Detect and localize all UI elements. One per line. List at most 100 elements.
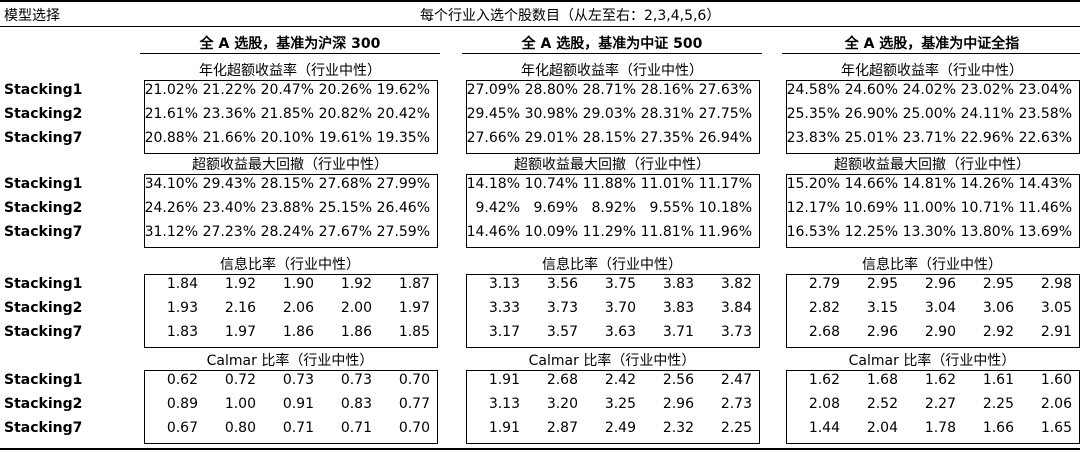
row-label: Stacking7 <box>4 130 83 146</box>
value-cell: 1.84 <box>166 276 198 292</box>
value-cell: 3.25 <box>604 396 636 412</box>
header-rule <box>0 26 1080 27</box>
value-cell: 20.88% <box>144 130 198 146</box>
section-title: 超额收益最大回撤（行业中性） <box>514 157 710 173</box>
value-cell: 1.65 <box>1040 420 1072 436</box>
row-label: Stacking7 <box>4 224 83 240</box>
value-cell: 23.88% <box>260 200 314 216</box>
value-cell: 3.33 <box>488 300 520 316</box>
value-cell: 11.88% <box>582 176 636 192</box>
value-cell: 2.49 <box>604 420 636 436</box>
value-cell: 0.70 <box>398 420 430 436</box>
value-cell: 23.83% <box>786 130 840 146</box>
row-label: Stacking2 <box>4 106 83 122</box>
value-cell: 27.09% <box>466 82 520 98</box>
value-cell: 25.35% <box>786 106 840 122</box>
row-label: Stacking2 <box>4 300 83 316</box>
stock-count-header: 每个行业入选个股数目（从左至右：2,3,4,5,6） <box>420 8 721 24</box>
table-top-rule <box>0 0 1080 2</box>
value-cell: 12.17% <box>786 200 840 216</box>
value-cell: 1.86 <box>340 324 372 340</box>
value-cell: 26.46% <box>376 200 430 216</box>
value-cell: 29.03% <box>582 106 636 122</box>
value-cell: 25.15% <box>318 200 372 216</box>
table-bottom-rule <box>0 448 1080 450</box>
value-cell: 3.71 <box>662 324 694 340</box>
value-cell: 1.91 <box>488 372 520 388</box>
row-label: Stacking2 <box>4 200 83 216</box>
value-cell: 19.35% <box>376 130 430 146</box>
value-cell: 11.46% <box>1018 200 1072 216</box>
value-cell: 2.96 <box>662 396 694 412</box>
value-cell: 20.47% <box>260 82 314 98</box>
value-cell: 2.73 <box>720 396 752 412</box>
value-cell: 1.93 <box>166 300 198 316</box>
value-cell: 27.59% <box>376 224 430 240</box>
value-cell: 1.92 <box>340 276 372 292</box>
value-cell: 27.67% <box>318 224 372 240</box>
value-cell: 14.81% <box>902 176 956 192</box>
value-cell: 2.52 <box>866 396 898 412</box>
value-cell: 3.13 <box>488 276 520 292</box>
value-cell: 31.12% <box>144 224 198 240</box>
value-cell: 21.02% <box>144 82 198 98</box>
value-cell: 24.60% <box>844 82 898 98</box>
value-cell: 9.55% <box>649 200 694 216</box>
value-cell: 13.69% <box>1018 224 1072 240</box>
row-label: Stacking1 <box>4 82 83 98</box>
section-title: 信息比率（行业中性） <box>220 257 360 273</box>
value-cell: 28.24% <box>260 224 314 240</box>
value-cell: 1.62 <box>808 372 840 388</box>
value-cell: 0.62 <box>166 372 198 388</box>
value-cell: 3.84 <box>720 300 752 316</box>
value-cell: 27.66% <box>466 130 520 146</box>
value-cell: 21.22% <box>202 82 256 98</box>
value-cell: 20.26% <box>318 82 372 98</box>
value-cell: 0.67 <box>166 420 198 436</box>
value-cell: 0.72 <box>224 372 256 388</box>
value-cell: 10.69% <box>844 200 898 216</box>
value-cell: 1.62 <box>924 372 956 388</box>
value-cell: 14.46% <box>466 224 520 240</box>
value-cell: 19.62% <box>376 82 430 98</box>
value-cell: 3.56 <box>546 276 578 292</box>
value-cell: 27.75% <box>698 106 752 122</box>
value-cell: 1.60 <box>1040 372 1072 388</box>
value-cell: 2.90 <box>924 324 956 340</box>
value-cell: 2.98 <box>1040 276 1072 292</box>
value-cell: 23.36% <box>202 106 256 122</box>
value-cell: 23.04% <box>1018 82 1072 98</box>
value-cell: 2.91 <box>1040 324 1072 340</box>
value-cell: 2.06 <box>1040 396 1072 412</box>
value-cell: 11.81% <box>640 224 694 240</box>
value-cell: 20.10% <box>260 130 314 146</box>
value-cell: 1.85 <box>398 324 430 340</box>
value-cell: 23.40% <box>202 200 256 216</box>
value-cell: 3.57 <box>546 324 578 340</box>
value-cell: 2.25 <box>982 396 1014 412</box>
value-cell: 2.95 <box>982 276 1014 292</box>
value-cell: 2.04 <box>866 420 898 436</box>
value-cell: 3.83 <box>662 300 694 316</box>
value-cell: 2.25 <box>720 420 752 436</box>
value-cell: 23.71% <box>902 130 956 146</box>
section-title: 年化超额收益率（行业中性） <box>521 63 703 79</box>
value-cell: 2.06 <box>282 300 314 316</box>
value-cell: 2.42 <box>604 372 636 388</box>
value-cell: 10.09% <box>524 224 578 240</box>
value-cell: 23.58% <box>1018 106 1072 122</box>
value-cell: 1.97 <box>224 324 256 340</box>
value-cell: 3.82 <box>720 276 752 292</box>
value-cell: 9.42% <box>475 200 520 216</box>
value-cell: 27.68% <box>318 176 372 192</box>
value-cell: 2.16 <box>224 300 256 316</box>
value-cell: 24.58% <box>786 82 840 98</box>
section-title: 超额收益最大回撤（行业中性） <box>834 157 1030 173</box>
value-cell: 14.18% <box>466 176 520 192</box>
value-cell: 10.71% <box>960 200 1014 216</box>
value-cell: 1.92 <box>224 276 256 292</box>
value-cell: 19.61% <box>318 130 372 146</box>
value-cell: 22.63% <box>1018 130 1072 146</box>
value-cell: 3.15 <box>866 300 898 316</box>
value-cell: 3.04 <box>924 300 956 316</box>
